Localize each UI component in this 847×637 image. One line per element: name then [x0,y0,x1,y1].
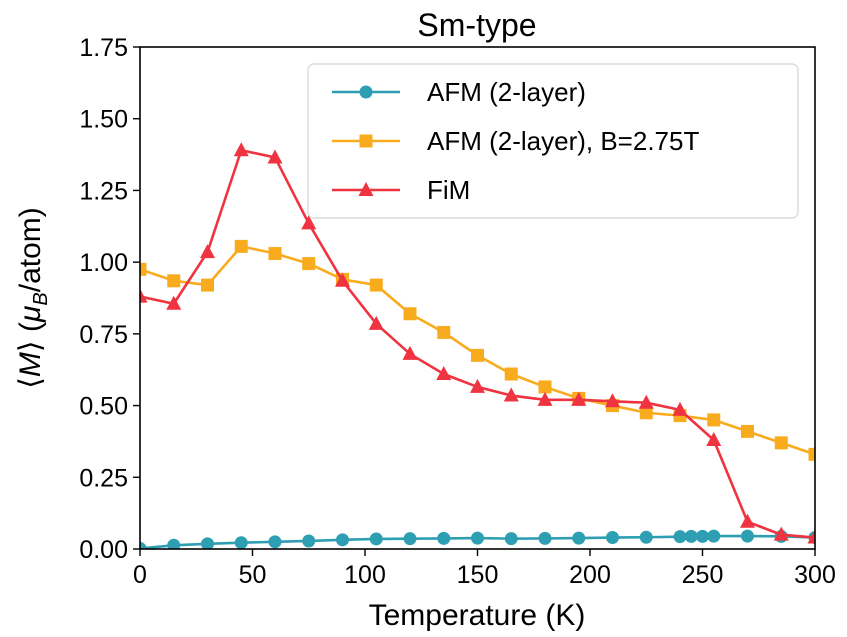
data-point [166,295,182,310]
data-point [471,348,484,362]
data-point [606,531,619,545]
y-tick-label: 1.25 [79,177,128,205]
series-square [140,239,815,461]
data-point [605,393,620,408]
data-point [403,307,417,321]
legend: AFM (2-layer) AFM (2-layer), B=2.75T FiM [307,63,799,219]
legend-entry: AFM (2-layer), B=2.75T [332,126,699,156]
x-tick-label: 100 [344,561,386,589]
data-point [140,541,147,549]
legend-label: AFM (2-layer), B=2.75T [427,126,699,156]
data-point [504,532,518,546]
data-point [233,142,249,157]
legend-label: AFM (2-layer) [427,77,586,107]
y-tick-label: 1.50 [79,106,128,134]
data-point [538,531,552,545]
data-point [267,149,283,164]
plot-marks [140,142,815,549]
data-point [140,288,148,303]
data-point [638,394,654,409]
data-point [537,391,553,406]
x-tick-label: 150 [457,561,499,589]
data-point [302,534,316,548]
data-point [403,532,417,546]
data-point [504,367,518,381]
x-tick-label: 0 [133,561,147,589]
data-point [234,239,248,253]
data-point [436,366,452,381]
data-point [503,387,519,402]
x-tick-label: 250 [682,561,724,589]
data-point [437,325,451,339]
y-tick-label: 1.75 [79,34,128,62]
data-point [167,538,181,549]
data-point [571,391,587,406]
data-point [807,529,815,544]
data-point [696,529,709,543]
data-point [140,262,147,276]
data-point [201,278,214,292]
data-point [301,215,317,230]
data-point [268,535,282,549]
legend-entry: AFM (2-layer) [332,77,586,107]
legend-label: FiM [427,175,470,205]
data-point [167,274,181,288]
data-point [572,531,586,545]
data-point [336,533,349,547]
y-tick-label: 0.00 [79,536,128,564]
data-point [471,531,484,545]
data-point [707,413,721,427]
x-axis-label: Temperature (K) [369,599,586,632]
legend-marker [358,182,374,196]
data-point [368,315,384,330]
data-point [706,431,722,446]
data-point [437,531,451,545]
data-point [773,526,789,541]
data-point [234,536,248,549]
x-tick-label: 300 [794,561,836,589]
data-point [639,406,653,420]
legend-marker [359,134,373,148]
data-point [402,345,418,360]
data-point [808,447,815,461]
data-point [684,529,698,543]
data-point [369,532,383,546]
data-point [538,380,552,394]
data-point [741,424,754,438]
legend-marker [359,85,373,99]
data-point [302,257,316,271]
y-tick-label: 0.50 [79,393,128,421]
legend-entry: FiM [332,175,470,205]
data-point [741,529,754,543]
data-point [369,278,383,292]
x-tick-label: 50 [239,561,267,589]
data-point [707,529,721,543]
y-axis-label: ⟨M⟩ (μB/atom) [14,207,52,389]
data-point [672,401,688,416]
data-point [774,436,788,450]
data-point [673,530,687,544]
data-point [200,244,215,259]
x-axis-ticks: 0 50 100 150 200 250 300 [133,549,836,589]
data-point [740,513,755,528]
y-tick-label: 1.00 [79,249,128,277]
data-point [470,378,485,393]
y-axis-ticks: 0.00 0.25 0.50 0.75 1.00 1.25 1.50 1.75 [79,34,140,564]
legend-frame [307,63,799,219]
data-point [268,247,282,261]
data-point [639,530,653,544]
data-point [201,537,214,549]
data-point [335,272,350,287]
y-tick-label: 0.25 [79,464,128,492]
y-tick-label: 0.75 [79,321,128,349]
series-triangle [140,142,815,544]
x-tick-label: 200 [569,561,611,589]
chart-title: Sm-type [417,7,536,43]
